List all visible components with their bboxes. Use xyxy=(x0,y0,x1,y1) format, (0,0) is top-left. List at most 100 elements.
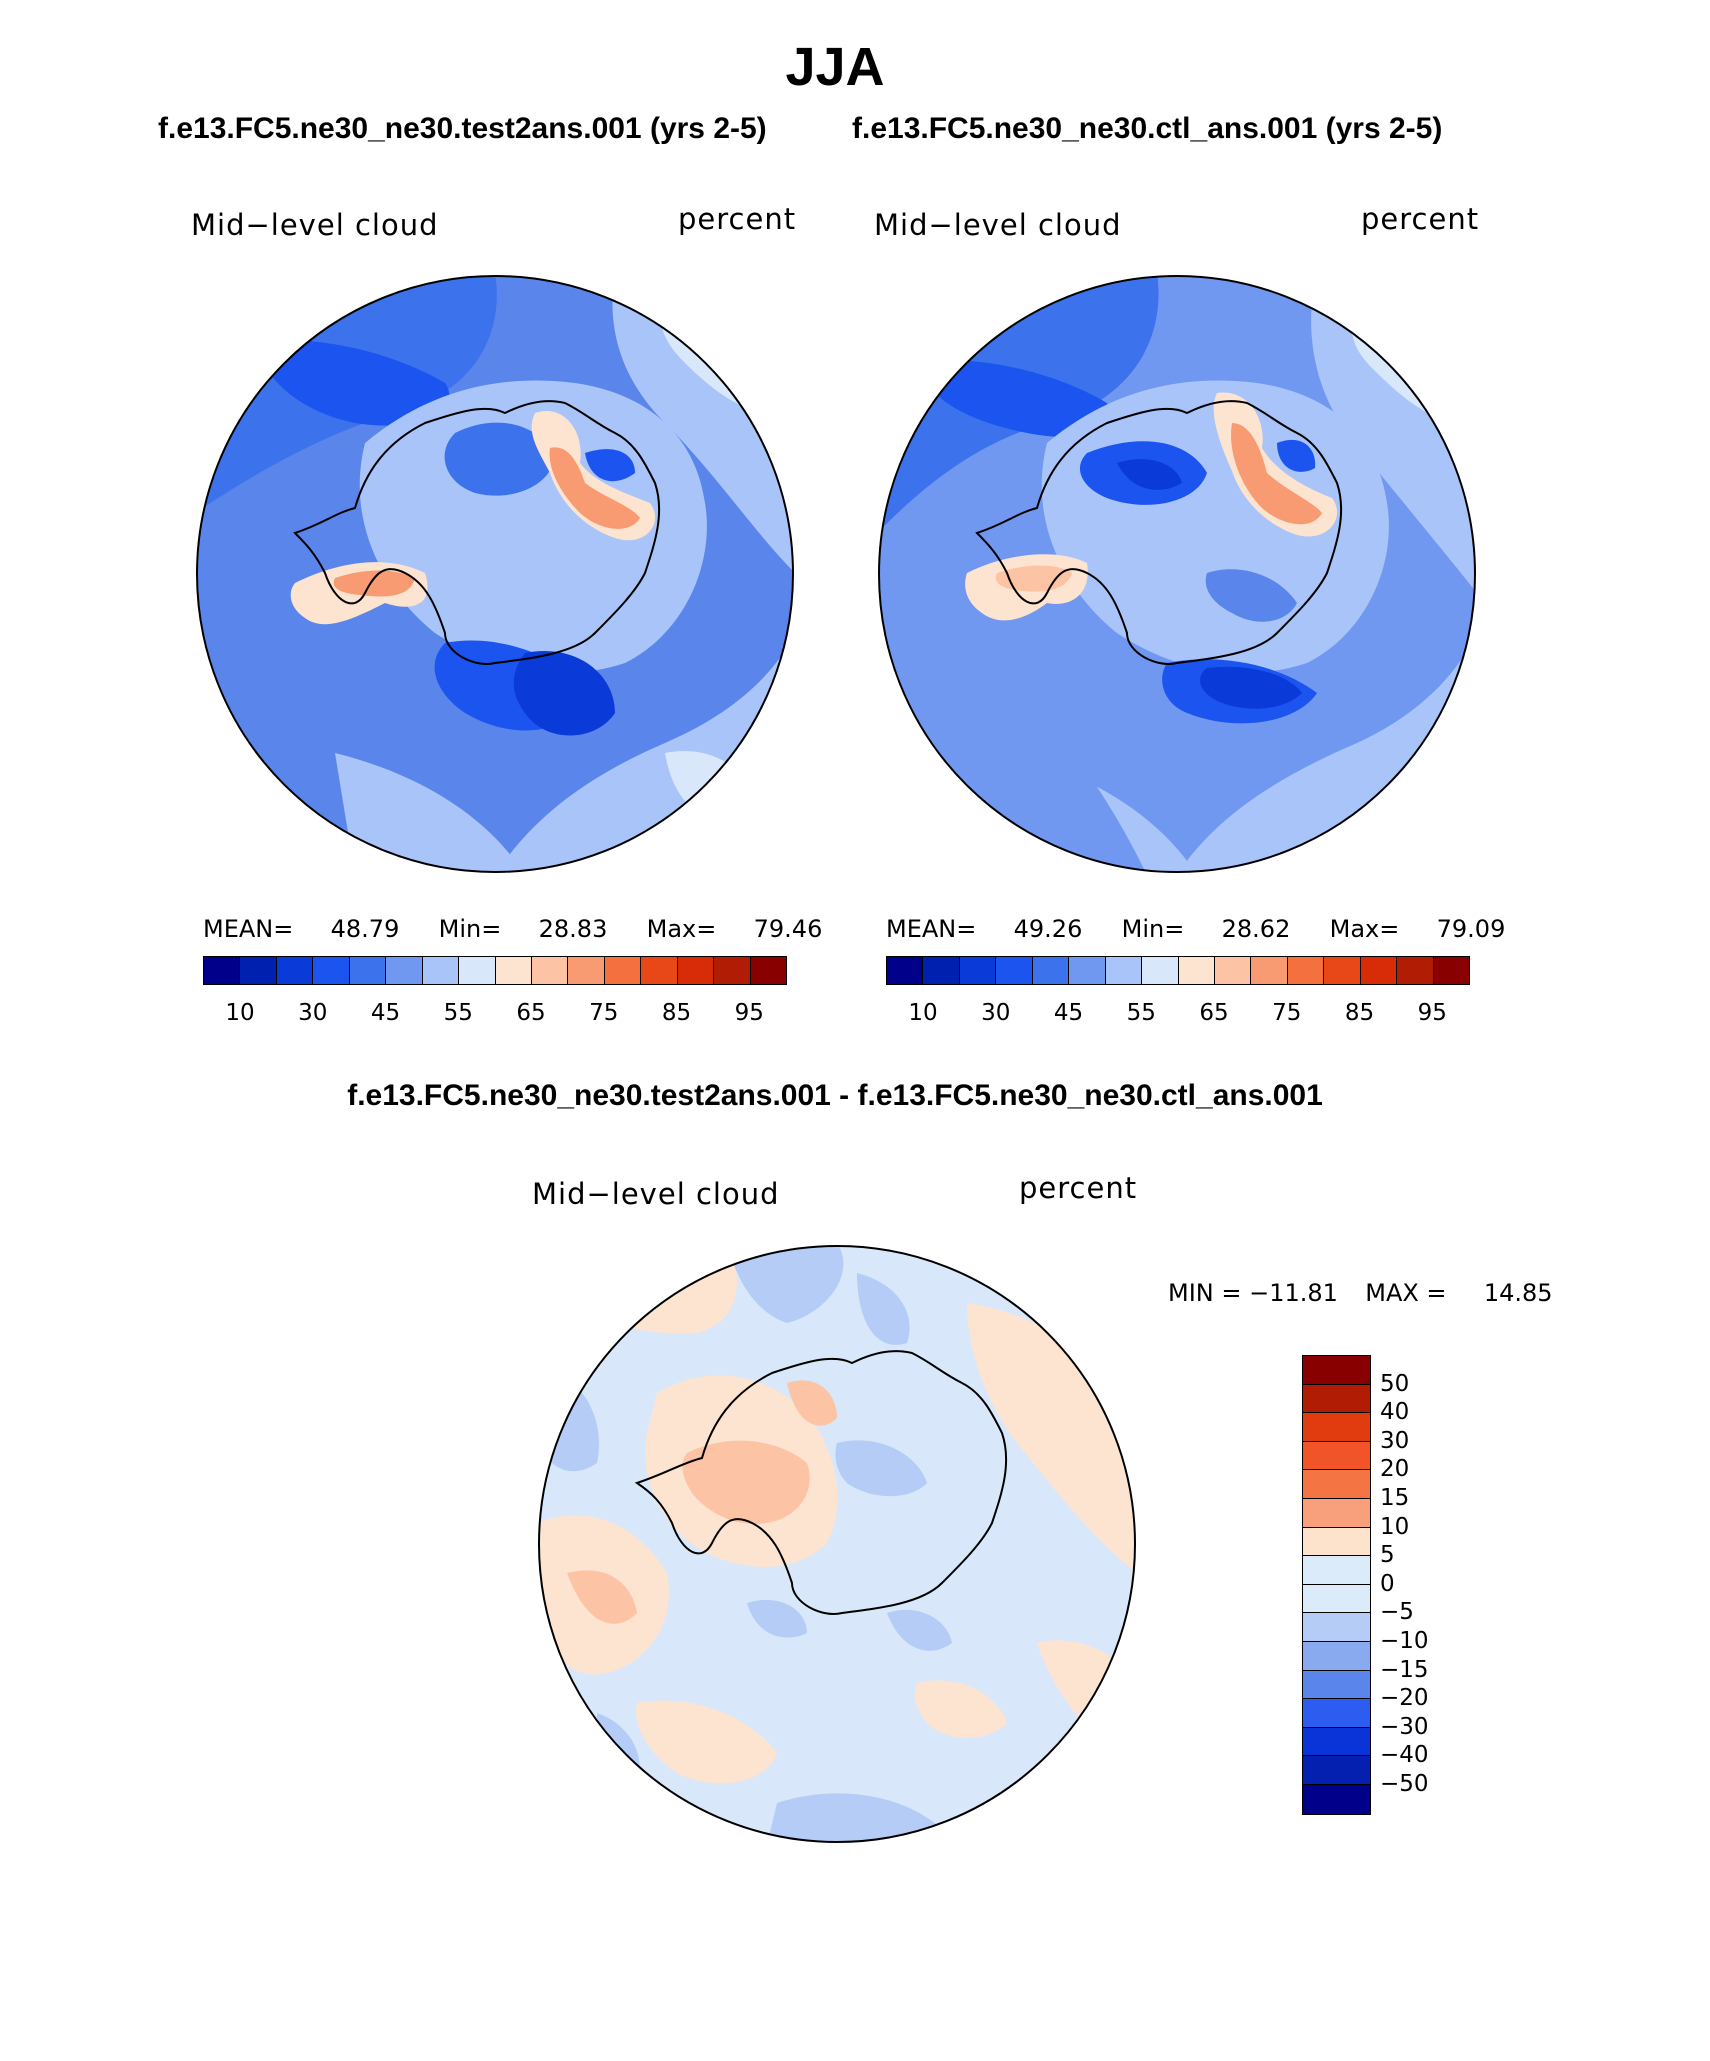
panel2-colorbar-tick-label: 75 xyxy=(1272,1000,1302,1026)
panel2-colorbar-swatch xyxy=(1397,957,1434,984)
panel2-mean-label: MEAN= xyxy=(886,915,977,943)
panel3-max-label: MAX = xyxy=(1365,1279,1447,1307)
panel1-colorbar-swatch xyxy=(349,957,387,984)
difference-colorbar-tick-label: 5 xyxy=(1380,1542,1395,1569)
panel1-mean-label: MEAN= xyxy=(203,915,294,943)
panel2-mean-value: 49.26 xyxy=(1013,915,1083,943)
panel1-colorbar-swatch xyxy=(386,957,423,984)
panel3-min-label: MIN = xyxy=(1168,1279,1242,1307)
panel3-stats: MIN = −11.81 MAX = 14.85 xyxy=(1168,1279,1553,1307)
panel2-colorbar-tick-label: 45 xyxy=(1053,1000,1084,1026)
difference-title: f.e13.FC5.ne30_ne30.test2ans.001 - f.e13… xyxy=(347,1079,1323,1112)
difference-colorbar-swatch xyxy=(1303,1613,1370,1642)
panel3-units-label: percent xyxy=(1019,1171,1138,1205)
panel1-colorbar-swatch xyxy=(422,957,460,984)
panel3-map xyxy=(538,1245,1136,1843)
difference-colorbar-tick-label: 20 xyxy=(1380,1456,1410,1483)
panel2-map-border xyxy=(878,275,1476,873)
difference-colorbar-tick-label: −10 xyxy=(1380,1628,1429,1654)
difference-colorbar-tick-label: −30 xyxy=(1380,1713,1429,1740)
panel2-colorbar-swatch xyxy=(1032,957,1070,984)
panel2-colorbar-tick-label: 30 xyxy=(981,1000,1011,1026)
difference-colorbar-swatch xyxy=(1303,1756,1370,1785)
difference-colorbar-swatch xyxy=(1303,1356,1370,1385)
difference-colorbar-tick-label: 40 xyxy=(1380,1399,1410,1426)
difference-colorbar-swatch xyxy=(1303,1527,1370,1557)
panel1-colorbar-tick-label: 10 xyxy=(225,1000,255,1026)
panel2-colorbar-swatch xyxy=(1251,957,1288,984)
panel2-colorbar xyxy=(886,956,1470,985)
panel1-colorbar-ticks: 10 30 45 55 65 75 85 95 xyxy=(203,1000,788,1030)
difference-colorbar-swatch xyxy=(1303,1556,1370,1585)
difference-colorbar-tick-label: 10 xyxy=(1380,1513,1410,1540)
panel2-colorbar-tick-label: 85 xyxy=(1344,1000,1375,1026)
difference-colorbar-tick-label: −50 xyxy=(1380,1771,1429,1797)
panel1-colorbar-swatch xyxy=(531,957,569,984)
panel2-variable-label: Mid−level cloud xyxy=(874,208,1122,242)
difference-colorbar-swatch xyxy=(1303,1413,1370,1442)
panel1-colorbar-swatch xyxy=(495,957,532,984)
panel1-colorbar-swatch xyxy=(604,957,642,984)
panel1-colorbar-swatch xyxy=(677,957,715,984)
panel2-colorbar-tick-label: 65 xyxy=(1199,1000,1229,1026)
panel2-colorbar-swatch xyxy=(1069,957,1106,984)
panel1-colorbar-tick-label: 55 xyxy=(443,1000,473,1026)
difference-colorbar-tick-label: −5 xyxy=(1380,1599,1414,1626)
panel1-max-value: 79.46 xyxy=(753,915,823,943)
difference-colorbar-swatch xyxy=(1303,1584,1370,1614)
panel2-colorbar-tick-label: 55 xyxy=(1126,1000,1156,1026)
panel2-map xyxy=(878,275,1476,873)
panel1-min-label: Min= xyxy=(438,915,502,943)
panel1-colorbar-tick-label: 85 xyxy=(661,1000,692,1026)
panel2-min-value: 28.62 xyxy=(1221,915,1291,943)
panel1-map-border xyxy=(196,275,794,873)
panel1-colorbar-swatch xyxy=(750,957,786,984)
panel2-colorbar-swatch xyxy=(1105,957,1143,984)
panel1-map xyxy=(196,275,794,873)
panel2-colorbar-swatch xyxy=(1178,957,1215,984)
difference-colorbar-tick-label: −15 xyxy=(1380,1656,1429,1683)
panel1-colorbar xyxy=(203,956,787,985)
panel1-colorbar-swatch xyxy=(240,957,277,984)
left-run-title: f.e13.FC5.ne30_ne30.test2ans.001 (yrs 2-… xyxy=(158,112,767,145)
panel2-colorbar-swatch xyxy=(923,957,960,984)
difference-colorbar-tick-label: 50 xyxy=(1380,1370,1410,1397)
panel2-colorbar-swatch xyxy=(887,957,924,984)
panel2-coastline xyxy=(975,400,1343,665)
panel1-max-label: Max= xyxy=(646,915,717,943)
difference-colorbar-swatch xyxy=(1303,1441,1370,1471)
panel1-stats: MEAN= 48.79 Min= 28.83 Max= 79.46 xyxy=(203,915,822,943)
difference-colorbar-swatch xyxy=(1303,1498,1370,1528)
difference-colorbar-tick-label: −40 xyxy=(1380,1742,1429,1769)
panel1-colorbar-tick-label: 30 xyxy=(298,1000,328,1026)
panel1-units-label: percent xyxy=(678,202,797,236)
difference-colorbar xyxy=(1302,1355,1371,1815)
panel3-map-border xyxy=(538,1245,1136,1843)
panel1-coastline xyxy=(293,400,661,665)
panel1-colorbar-swatch xyxy=(276,957,314,984)
panel2-colorbar-swatch xyxy=(959,957,997,984)
panel1-colorbar-swatch xyxy=(204,957,241,984)
difference-colorbar-swatch xyxy=(1303,1670,1370,1700)
panel1-colorbar-swatch xyxy=(459,957,496,984)
panel1-colorbar-swatch xyxy=(714,957,751,984)
panel2-colorbar-swatch xyxy=(1360,957,1398,984)
difference-colorbar-swatch xyxy=(1303,1727,1370,1757)
panel2-colorbar-swatch xyxy=(1142,957,1179,984)
figure-title: JJA xyxy=(785,37,885,97)
panel1-mean-value: 48.79 xyxy=(330,915,400,943)
panel1-colorbar-tick-label: 45 xyxy=(370,1000,401,1026)
panel3-variable-label: Mid−level cloud xyxy=(532,1177,780,1211)
panel2-colorbar-swatch xyxy=(1287,957,1325,984)
difference-colorbar-tick-label: 0 xyxy=(1380,1570,1395,1597)
panel1-colorbar-tick-label: 65 xyxy=(516,1000,546,1026)
difference-colorbar-swatch xyxy=(1303,1784,1370,1814)
panel2-min-label: Min= xyxy=(1121,915,1185,943)
difference-colorbar-tick-label: 30 xyxy=(1380,1427,1410,1454)
panel2-max-value: 79.09 xyxy=(1436,915,1506,943)
panel1-colorbar-swatch xyxy=(568,957,605,984)
panel3-min-value: −11.81 xyxy=(1249,1279,1338,1307)
panel2-colorbar-tick-label: 10 xyxy=(908,1000,938,1026)
panel2-stats: MEAN= 49.26 Min= 28.62 Max= 79.09 xyxy=(886,915,1505,943)
panel2-colorbar-swatch xyxy=(996,957,1033,984)
